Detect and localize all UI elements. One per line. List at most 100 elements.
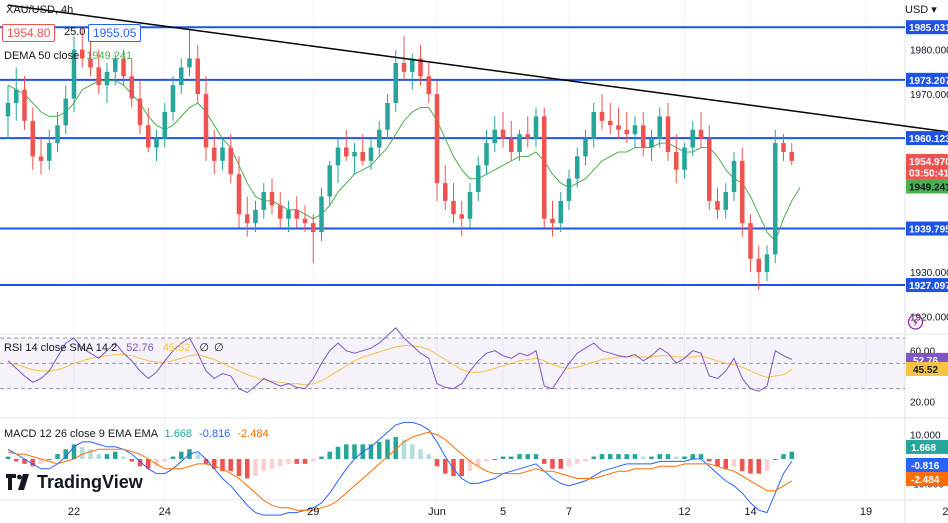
candle[interactable] bbox=[343, 147, 349, 157]
candle[interactable] bbox=[418, 58, 423, 77]
candle[interactable] bbox=[607, 120, 613, 126]
candle[interactable] bbox=[162, 111, 168, 139]
candle[interactable] bbox=[13, 89, 19, 104]
candle[interactable] bbox=[187, 58, 192, 68]
candle[interactable] bbox=[335, 147, 341, 166]
candle[interactable] bbox=[451, 200, 456, 215]
candle[interactable] bbox=[96, 67, 102, 86]
candle[interactable] bbox=[665, 116, 671, 152]
candle[interactable] bbox=[640, 125, 646, 148]
candle[interactable] bbox=[46, 143, 52, 161]
candle[interactable] bbox=[178, 67, 184, 86]
candle[interactable] bbox=[22, 89, 27, 121]
lightning-icon[interactable] bbox=[907, 314, 924, 330]
candle[interactable] bbox=[63, 98, 69, 126]
candle[interactable] bbox=[748, 223, 753, 259]
candle[interactable] bbox=[310, 223, 316, 233]
candle[interactable] bbox=[706, 138, 712, 201]
time-axis[interactable]: 22 24 29 Jun 5 7 12 14 19 21 bbox=[68, 506, 948, 518]
candle[interactable] bbox=[459, 214, 465, 219]
candle[interactable] bbox=[764, 254, 770, 273]
candle[interactable] bbox=[484, 143, 489, 166]
candle[interactable] bbox=[508, 138, 514, 152]
macd-legend[interactable]: MACD 12 26 close 9 EMA EMA 1.668 -0.816 … bbox=[4, 428, 269, 440]
candle[interactable] bbox=[533, 116, 539, 139]
candle[interactable] bbox=[121, 58, 126, 77]
candle[interactable] bbox=[368, 147, 374, 161]
candle[interactable] bbox=[500, 129, 506, 139]
candle[interactable] bbox=[731, 160, 737, 193]
candle[interactable] bbox=[517, 134, 522, 152]
candle[interactable] bbox=[698, 129, 704, 139]
descending-trendline[interactable] bbox=[7, 4, 948, 174]
candle[interactable] bbox=[145, 125, 151, 148]
candles[interactable] bbox=[5, 27, 795, 290]
candle[interactable] bbox=[673, 151, 679, 170]
candle[interactable] bbox=[112, 58, 118, 72]
ask-box[interactable]: 1955.05 bbox=[88, 24, 142, 42]
candle[interactable] bbox=[789, 151, 795, 161]
candle[interactable] bbox=[723, 192, 729, 210]
candle[interactable] bbox=[55, 125, 60, 144]
candle[interactable] bbox=[781, 143, 786, 152]
candle[interactable] bbox=[71, 49, 77, 99]
candle[interactable] bbox=[277, 205, 283, 219]
candle[interactable] bbox=[616, 125, 621, 130]
candle[interactable] bbox=[170, 85, 176, 112]
candle[interactable] bbox=[442, 183, 448, 201]
candle[interactable] bbox=[30, 120, 36, 157]
candle[interactable] bbox=[393, 62, 399, 104]
candle[interactable] bbox=[525, 134, 531, 139]
candle[interactable] bbox=[360, 151, 366, 161]
candle[interactable] bbox=[591, 111, 597, 139]
macd-pane[interactable] bbox=[5, 421, 795, 516]
candle[interactable] bbox=[327, 165, 333, 197]
price-axis[interactable]: 1920.000 1930.000 1970.000 1980.000 1985.031… bbox=[906, 20, 948, 490]
candle[interactable] bbox=[38, 156, 44, 161]
candle[interactable] bbox=[409, 58, 415, 72]
candle[interactable] bbox=[467, 192, 473, 219]
candle[interactable] bbox=[104, 71, 110, 86]
candle[interactable] bbox=[302, 218, 308, 224]
candle[interactable] bbox=[690, 129, 696, 148]
candle[interactable] bbox=[426, 76, 432, 95]
candle[interactable] bbox=[401, 62, 407, 72]
candle[interactable] bbox=[236, 174, 242, 215]
candle[interactable] bbox=[715, 200, 720, 210]
candle[interactable] bbox=[137, 98, 143, 126]
candle[interactable] bbox=[286, 209, 291, 219]
candle[interactable] bbox=[253, 209, 258, 224]
candle[interactable] bbox=[756, 258, 762, 273]
candle[interactable] bbox=[624, 129, 630, 135]
candle[interactable] bbox=[739, 160, 745, 224]
candle[interactable] bbox=[244, 214, 250, 224]
candle[interactable] bbox=[632, 125, 638, 135]
candle[interactable] bbox=[294, 209, 300, 219]
candle[interactable] bbox=[492, 129, 498, 144]
candle[interactable] bbox=[682, 147, 687, 170]
candle[interactable] bbox=[599, 111, 605, 121]
candle[interactable] bbox=[228, 147, 234, 175]
candle[interactable] bbox=[220, 147, 225, 161]
candle[interactable] bbox=[211, 147, 217, 161]
candle[interactable] bbox=[558, 200, 564, 224]
candle[interactable] bbox=[583, 138, 588, 157]
candle[interactable] bbox=[475, 165, 481, 193]
candle[interactable] bbox=[352, 151, 357, 157]
candle[interactable] bbox=[261, 192, 267, 210]
candle[interactable] bbox=[203, 94, 209, 148]
rsi-legend[interactable]: RSI 14 close SMA 14 2 52.76 45.52 ∅ ∅ bbox=[4, 341, 224, 354]
candle[interactable] bbox=[649, 138, 654, 148]
candle[interactable] bbox=[550, 218, 555, 224]
candle[interactable] bbox=[129, 76, 135, 99]
candle[interactable] bbox=[541, 116, 547, 219]
currency-selector[interactable]: USD ▾ bbox=[905, 3, 937, 16]
candle[interactable] bbox=[385, 103, 390, 130]
candle[interactable] bbox=[5, 103, 11, 117]
candle[interactable] bbox=[319, 196, 324, 233]
candle[interactable] bbox=[657, 116, 663, 139]
candle[interactable] bbox=[772, 143, 778, 255]
candle[interactable] bbox=[574, 156, 580, 179]
candle[interactable] bbox=[566, 178, 572, 201]
